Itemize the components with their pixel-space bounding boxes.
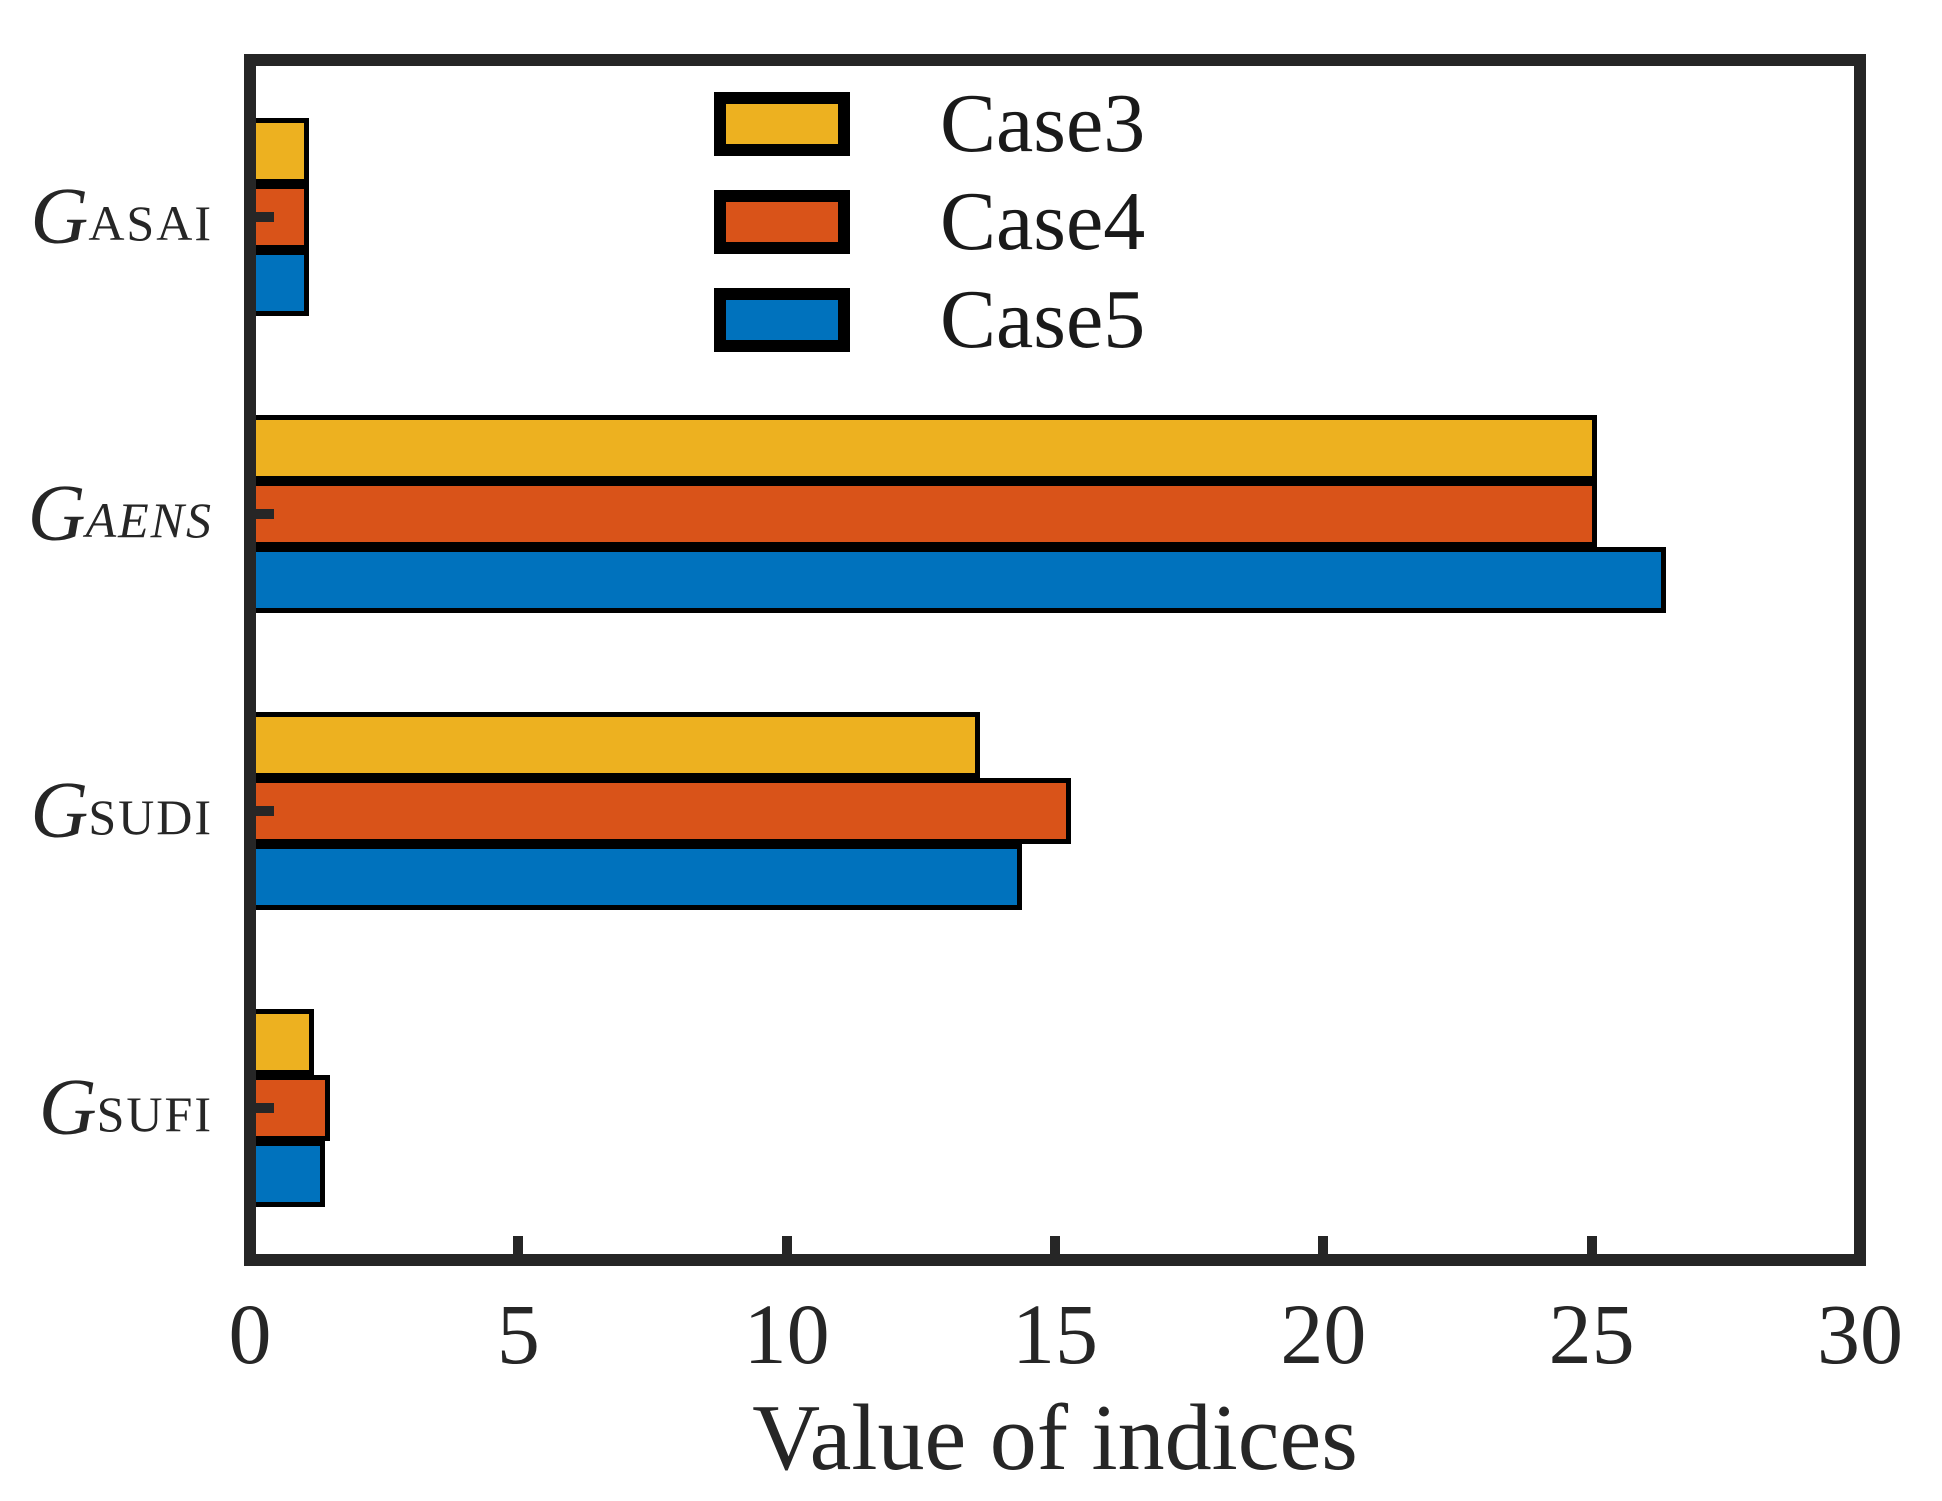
y-axis-label-gsudi: G SUDI [0,745,213,877]
legend-swatch-case5 [714,288,850,352]
bar-case3-gasai [250,118,309,184]
x-tick-mark-20 [1318,1236,1329,1254]
legend-swatch-case3 [714,92,850,156]
y-axis-label-subscript: AENS [85,492,213,548]
bar-case5-gasai [250,250,309,316]
y-tick-mark-gaens [254,509,274,519]
legend-label-case3: Case3 [940,77,1146,170]
y-tick-mark-gasai [254,212,274,222]
legend-item-case4: Case4 [714,175,1146,268]
y-axis-label-base: G [38,1063,97,1152]
bar-case4-gsudi [250,778,1071,844]
legend-item-case5: Case5 [714,273,1146,366]
bar-case5-gaens [250,547,1667,613]
x-tick-mark-5 [513,1236,524,1254]
y-axis-label-subscript: ASAI [88,195,213,251]
bar-case3-gaens [250,415,1597,481]
x-tick-label-25: 25 [1548,1286,1635,1382]
x-tick-label-5: 5 [496,1286,540,1382]
x-tick-label-15: 15 [1012,1286,1098,1382]
legend-item-case3: Case3 [714,77,1146,170]
x-tick-label-0: 0 [228,1286,272,1382]
y-axis-label-base: G [27,469,86,558]
legend-swatch-case4 [714,190,850,254]
bar-case5-gsudi [250,844,1023,910]
bar-case5-gsufi [250,1141,325,1207]
y-axis-label-subscript: SUFI [96,1086,213,1142]
legend-label-case4: Case4 [940,175,1146,268]
y-axis-label-base: G [30,766,89,855]
x-tick-label-30: 30 [1817,1286,1903,1382]
x-tick-label-10: 10 [743,1286,830,1382]
bar-case3-gsufi [250,1009,315,1075]
x-tick-mark-15 [1050,1236,1060,1254]
y-axis-label-gaens: G AENS [0,448,213,580]
x-axis-title: Value of indices [752,1386,1358,1490]
legend-label-case5: Case5 [940,273,1146,366]
y-tick-mark-gsudi [254,806,274,816]
legend: Case3 Case4 Case5 [714,77,1146,386]
y-axis-label-gsufi: G SUFI [0,1042,213,1174]
y-axis-label-subscript: SUDI [88,789,213,845]
x-tick-mark-10 [781,1236,792,1254]
y-axis-label-base: G [30,172,89,261]
x-tick-mark-25 [1586,1236,1597,1254]
bar-case3-gsudi [250,712,980,778]
y-tick-mark-gsufi [254,1103,274,1113]
y-axis-label-gasai: G ASAI [0,151,213,283]
x-tick-label-20: 20 [1280,1286,1367,1382]
bar-case4-gaens [250,481,1597,547]
